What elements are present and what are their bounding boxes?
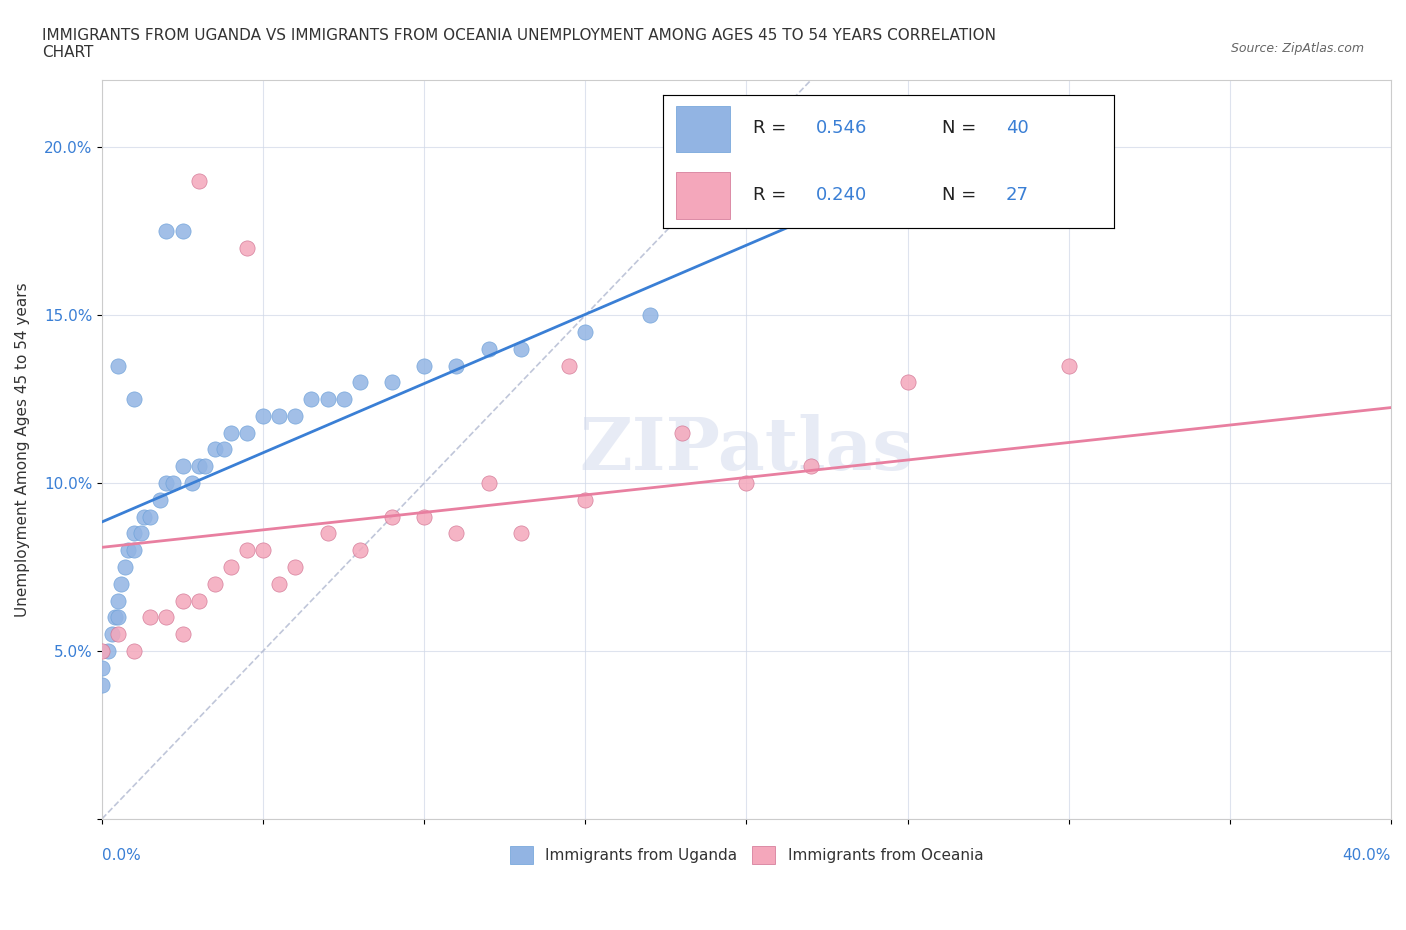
Point	[100, 627, 122, 642]
Point	[269, 408, 291, 423]
Point	[187, 593, 209, 608]
Point	[139, 510, 162, 525]
Point	[172, 593, 194, 608]
Point	[129, 526, 152, 541]
Point	[413, 358, 436, 373]
Point	[284, 408, 307, 423]
Point	[381, 375, 404, 390]
Point	[181, 475, 204, 490]
Point	[204, 442, 226, 457]
Point	[509, 526, 531, 541]
Point	[219, 560, 242, 575]
Point	[381, 510, 404, 525]
Point	[558, 358, 581, 373]
Point	[107, 610, 129, 625]
Y-axis label: Unemployment Among Ages 45 to 54 years: Unemployment Among Ages 45 to 54 years	[15, 282, 30, 617]
Point	[172, 224, 194, 239]
Text: 40.0%: 40.0%	[1343, 848, 1391, 863]
Point	[172, 458, 194, 473]
Point	[236, 425, 259, 440]
Text: Source: ZipAtlas.com: Source: ZipAtlas.com	[1230, 42, 1364, 55]
Point	[107, 627, 129, 642]
Point	[204, 577, 226, 591]
Point	[735, 475, 758, 490]
Point	[122, 392, 145, 406]
Point	[122, 526, 145, 541]
Point	[269, 577, 291, 591]
Point	[478, 341, 501, 356]
Point	[104, 610, 127, 625]
Point	[638, 308, 661, 323]
Point	[132, 510, 155, 525]
Point	[316, 392, 339, 406]
Point	[194, 458, 217, 473]
Point	[187, 173, 209, 188]
Point	[97, 644, 120, 658]
Point	[187, 458, 209, 473]
Text: IMMIGRANTS FROM UGANDA VS IMMIGRANTS FROM OCEANIA UNEMPLOYMENT AMONG AGES 45 TO : IMMIGRANTS FROM UGANDA VS IMMIGRANTS FRO…	[42, 28, 997, 60]
Point	[114, 560, 136, 575]
Point	[236, 543, 259, 558]
Point	[236, 241, 259, 256]
Point	[284, 560, 307, 575]
Point	[162, 475, 184, 490]
Point	[671, 425, 693, 440]
Point	[110, 577, 132, 591]
Point	[574, 325, 596, 339]
Point	[800, 458, 823, 473]
Point	[91, 677, 114, 692]
Point	[91, 660, 114, 675]
Point	[1057, 358, 1080, 373]
Point	[509, 341, 531, 356]
Point	[107, 593, 129, 608]
Point	[117, 543, 139, 558]
Text: ZIPatlas: ZIPatlas	[579, 414, 914, 485]
Point	[155, 610, 177, 625]
Point	[252, 408, 274, 423]
Point	[155, 475, 177, 490]
Point	[252, 543, 274, 558]
Point	[349, 375, 371, 390]
Point	[172, 627, 194, 642]
Point	[897, 375, 920, 390]
Point	[219, 425, 242, 440]
Point	[107, 358, 129, 373]
Point	[122, 543, 145, 558]
Point	[574, 492, 596, 507]
Point	[155, 224, 177, 239]
Legend: Immigrants from Uganda, Immigrants from Oceania: Immigrants from Uganda, Immigrants from …	[503, 840, 990, 870]
Point	[214, 442, 236, 457]
Point	[446, 358, 468, 373]
Point	[478, 475, 501, 490]
Point	[301, 392, 323, 406]
Point	[446, 526, 468, 541]
Point	[91, 644, 114, 658]
Point	[413, 510, 436, 525]
Point	[332, 392, 354, 406]
Point	[316, 526, 339, 541]
Point	[122, 644, 145, 658]
Point	[149, 492, 172, 507]
Point	[139, 610, 162, 625]
Point	[349, 543, 371, 558]
Text: 0.0%: 0.0%	[103, 848, 141, 863]
